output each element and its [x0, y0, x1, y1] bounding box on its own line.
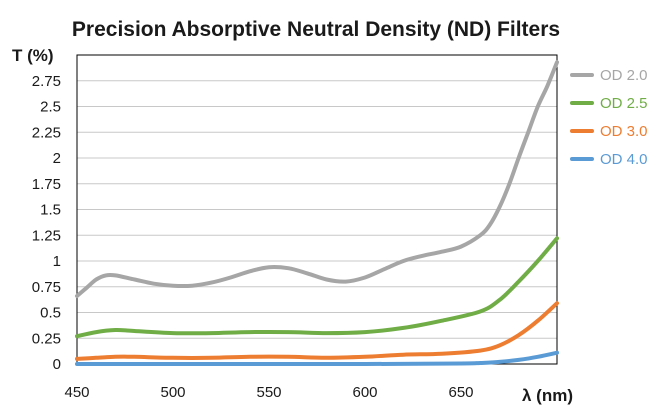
y-tick-labels: 0 0.25 0.5 0.75 1 1.25 1.5 1.75 2 2.25 2.5 2.75 [32, 73, 61, 373]
series-line-od-2-5 [75, 236, 559, 339]
y-tick-label: 2.5 [40, 99, 61, 116]
y-tick-label: 2.25 [32, 124, 61, 141]
y-tick-label: 1 [53, 253, 61, 270]
legend: OD 2.0 OD 2.5 OD 3.0 OD 4.0 [570, 67, 648, 168]
series-line-od-2-0 [75, 60, 559, 298]
legend-label: OD 4.0 [600, 151, 648, 168]
y-axis-label: T (%) [12, 46, 54, 65]
legend-label: OD 2.5 [600, 95, 648, 112]
y-tick-label: 0.5 [40, 305, 61, 322]
x-tick-label: 600 [352, 384, 377, 401]
y-tick-label: 0 [53, 356, 61, 373]
y-tick-label: 0.25 [32, 330, 61, 347]
y-tick-label: 1.25 [32, 227, 61, 244]
y-tick-label: 0.75 [32, 279, 61, 296]
series-line-od-3-0 [75, 301, 559, 361]
series-lines [75, 60, 559, 367]
legend-label: OD 2.0 [600, 67, 648, 84]
x-tick-labels: 450 500 550 600 650 [64, 384, 473, 401]
series-line-od-4-0 [75, 350, 559, 367]
y-tick-label: 1.75 [32, 176, 61, 193]
x-tick-label: 500 [160, 384, 185, 401]
legend-label: OD 3.0 [600, 123, 648, 140]
y-tick-label: 2.75 [32, 73, 61, 90]
x-tick-label: 650 [448, 384, 473, 401]
y-tick-label: 2 [53, 150, 61, 167]
x-tick-label: 450 [64, 384, 89, 401]
x-axis-label: λ (nm) [522, 386, 573, 405]
gridlines [77, 80, 557, 365]
y-tick-label: 1.5 [40, 202, 61, 219]
x-tick-label: 550 [256, 384, 281, 401]
chart-title: Precision Absorptive Neutral Density (ND… [72, 18, 560, 41]
